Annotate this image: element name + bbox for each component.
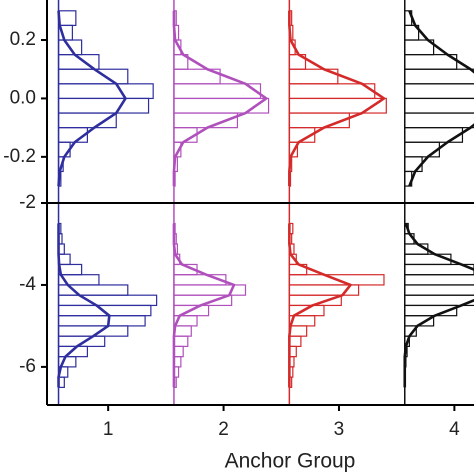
histogram-bar — [404, 284, 474, 296]
panel — [57, 0, 474, 203]
y-tick-label: -6 — [19, 356, 36, 377]
histogram-bar — [288, 141, 299, 158]
fit-curve — [172, 223, 236, 388]
panel — [57, 203, 474, 405]
y-tick-label: -4 — [19, 274, 36, 295]
x-tick-label: 2 — [218, 419, 229, 440]
y-tick-label: 0.2 — [10, 29, 36, 50]
histogram-bar — [173, 284, 247, 296]
fit-curve — [408, 10, 474, 187]
fit-curve — [57, 10, 127, 187]
histogram-bar — [288, 112, 350, 129]
histogram-bar — [173, 345, 184, 358]
histogram-bar — [57, 127, 88, 143]
x-tick-label: 3 — [334, 419, 345, 440]
histogram-bar — [57, 97, 150, 114]
histogram-bar — [288, 127, 316, 143]
histogram-bar — [57, 263, 83, 276]
histogram-bar — [57, 68, 129, 85]
histogram-bar — [404, 127, 464, 143]
histogram-bar — [404, 112, 474, 129]
histogram-bar — [57, 10, 77, 27]
histogram-bar — [404, 141, 440, 158]
histogram-bar — [57, 83, 154, 100]
y-tick-label: 0.0 — [10, 87, 36, 108]
histogram-bar — [404, 156, 423, 173]
histogram-bar — [404, 274, 474, 286]
y-tick-label: -2 — [19, 192, 36, 213]
histogram-bar — [173, 335, 189, 348]
x-tick-label: 1 — [103, 419, 114, 440]
histogram-bar — [404, 253, 452, 266]
x-tick-label: 4 — [449, 419, 460, 440]
histogram-bar — [288, 335, 302, 348]
histogram-bar — [404, 97, 474, 114]
histogram-bar — [288, 325, 308, 337]
histogram-bar — [57, 315, 146, 327]
fit-curve — [288, 223, 352, 388]
y-tick-label: -0.2 — [3, 146, 36, 167]
histogram-bar — [173, 325, 192, 337]
histogram-bar — [57, 294, 158, 307]
histogram-bar — [404, 68, 474, 85]
fit-curve — [172, 10, 268, 187]
histogram-bar — [288, 83, 376, 100]
fit-curve — [403, 223, 474, 388]
x-axis-label: Anchor Group — [225, 450, 356, 473]
fit-curve — [288, 10, 386, 187]
fit-curve — [57, 223, 111, 388]
histogram-bar — [404, 83, 474, 100]
